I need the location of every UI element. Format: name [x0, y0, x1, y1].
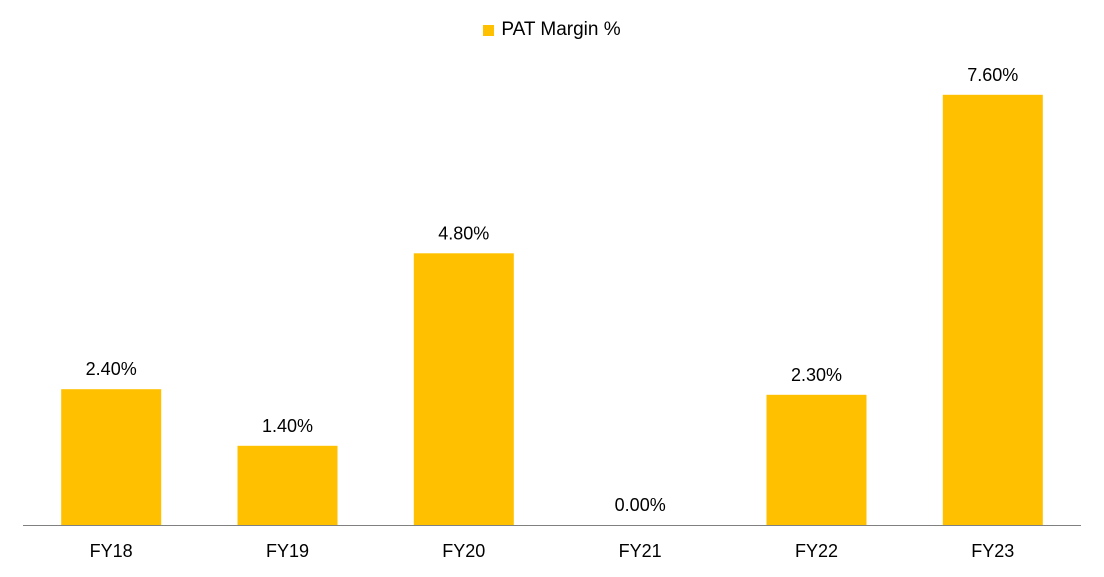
bars-group	[61, 94, 1043, 526]
data-label-fy20: 4.80%	[438, 223, 489, 243]
bar-fy23	[942, 94, 1043, 526]
x-tick-label-fy18: FY18	[90, 541, 133, 561]
data-label-fy18: 2.40%	[86, 359, 137, 379]
legend: PAT Margin %	[0, 19, 1104, 41]
x-tick-label-fy23: FY23	[971, 541, 1014, 561]
x-tick-labels-group: FY18 FY19 FY20 FY21 FY22 FY23	[90, 541, 1015, 561]
x-tick-label-fy19: FY19	[266, 541, 309, 561]
bar-fy18	[61, 389, 162, 525]
bar-fy22	[766, 394, 867, 525]
x-tick-label-fy21: FY21	[619, 541, 662, 561]
x-tick-label-fy20: FY20	[442, 541, 485, 561]
data-label-fy23: 7.60%	[967, 65, 1018, 85]
bar-fy19	[237, 445, 338, 525]
legend-label: PAT Margin %	[501, 19, 621, 40]
data-label-fy19: 1.40%	[262, 416, 313, 436]
bar-fy20	[413, 253, 514, 526]
x-tick-label-fy22: FY22	[795, 541, 838, 561]
data-labels-group: 2.40% 1.40% 4.80% 0.00% 2.30% 7.60%	[86, 65, 1019, 515]
data-label-fy21: 0.00%	[615, 495, 666, 515]
legend-swatch	[483, 24, 495, 36]
data-label-fy22: 2.30%	[791, 365, 842, 385]
